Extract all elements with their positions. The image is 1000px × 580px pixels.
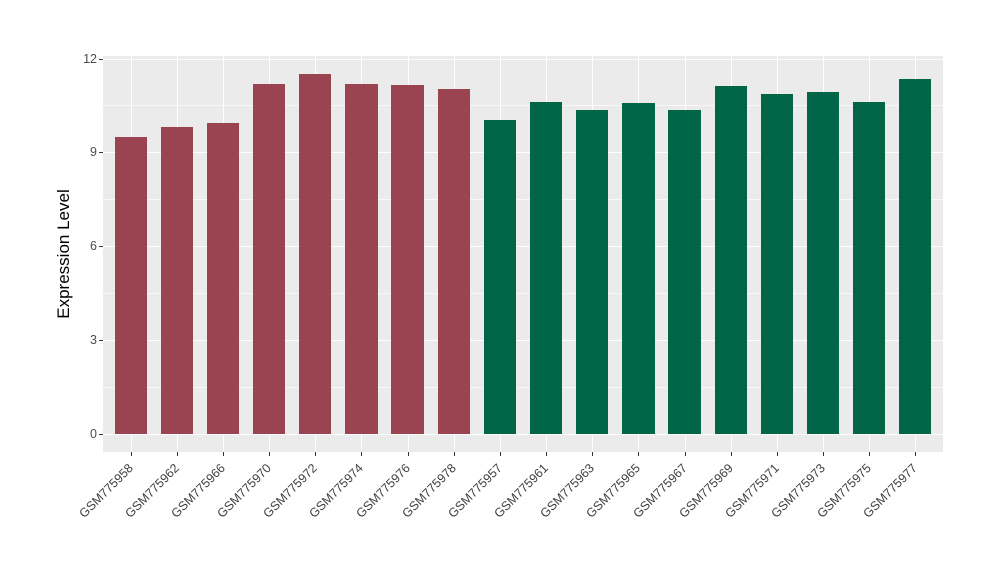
major-gridline bbox=[103, 246, 943, 247]
bar-GSM775963 bbox=[576, 110, 609, 434]
minor-gridline bbox=[103, 386, 943, 388]
plot-panel bbox=[103, 56, 943, 452]
bar-GSM775970 bbox=[253, 84, 286, 434]
x-tick-mark bbox=[823, 452, 824, 456]
x-tick-mark bbox=[915, 452, 917, 456]
bar-GSM775974 bbox=[345, 83, 378, 434]
x-tick-mark bbox=[869, 452, 871, 456]
x-tick-mark bbox=[776, 452, 778, 456]
bar-GSM775957 bbox=[483, 120, 517, 434]
bar-GSM775965 bbox=[622, 103, 655, 434]
bar-GSM775958 bbox=[114, 136, 147, 434]
x-tick-mark bbox=[730, 452, 732, 456]
major-gridline bbox=[103, 152, 943, 154]
y-tick-label: 12 bbox=[83, 51, 97, 66]
minor-gridline bbox=[103, 105, 943, 107]
x-tick-mark bbox=[130, 452, 132, 456]
x-tick-mark bbox=[315, 452, 317, 456]
bar-GSM775961 bbox=[529, 102, 563, 434]
bar-GSM775973 bbox=[806, 92, 840, 434]
x-tick-mark bbox=[176, 452, 178, 456]
y-tick-mark bbox=[99, 58, 103, 60]
bar-GSM775967 bbox=[668, 110, 701, 434]
x-tick-mark bbox=[638, 452, 640, 456]
y-axis-title: Expression Level bbox=[54, 189, 73, 319]
bar-GSM775971 bbox=[760, 94, 793, 434]
major-gridline bbox=[103, 339, 943, 341]
x-tick-mark bbox=[223, 452, 224, 456]
bar-GSM775966 bbox=[206, 122, 240, 434]
x-tick-mark bbox=[684, 452, 686, 456]
bar-GSM775962 bbox=[160, 127, 193, 434]
x-tick-mark bbox=[361, 452, 363, 456]
minor-gridline bbox=[103, 292, 943, 294]
y-tick-label: 0 bbox=[90, 426, 97, 441]
major-gridline bbox=[103, 58, 943, 60]
major-gridline bbox=[103, 433, 943, 435]
y-tick-mark bbox=[99, 433, 103, 435]
bar-GSM775978 bbox=[437, 88, 470, 434]
x-tick-mark bbox=[453, 452, 455, 456]
y-tick-mark bbox=[99, 339, 103, 341]
y-tick-mark bbox=[99, 246, 103, 247]
x-tick-mark bbox=[546, 452, 548, 456]
y-tick-mark bbox=[99, 152, 103, 154]
x-tick-mark bbox=[269, 452, 271, 456]
y-tick-label: 9 bbox=[90, 145, 97, 160]
minor-gridline bbox=[103, 199, 943, 201]
x-tick-mark bbox=[592, 452, 594, 456]
x-tick-mark bbox=[499, 452, 501, 456]
bar-GSM775972 bbox=[299, 74, 332, 434]
bar-GSM775976 bbox=[391, 85, 424, 434]
bar-GSM775969 bbox=[714, 85, 747, 434]
y-tick-label: 3 bbox=[90, 332, 97, 347]
bar-GSM775977 bbox=[899, 79, 932, 434]
y-tick-label: 6 bbox=[90, 239, 97, 253]
x-tick-mark bbox=[407, 452, 409, 456]
bar-GSM775975 bbox=[853, 102, 886, 434]
